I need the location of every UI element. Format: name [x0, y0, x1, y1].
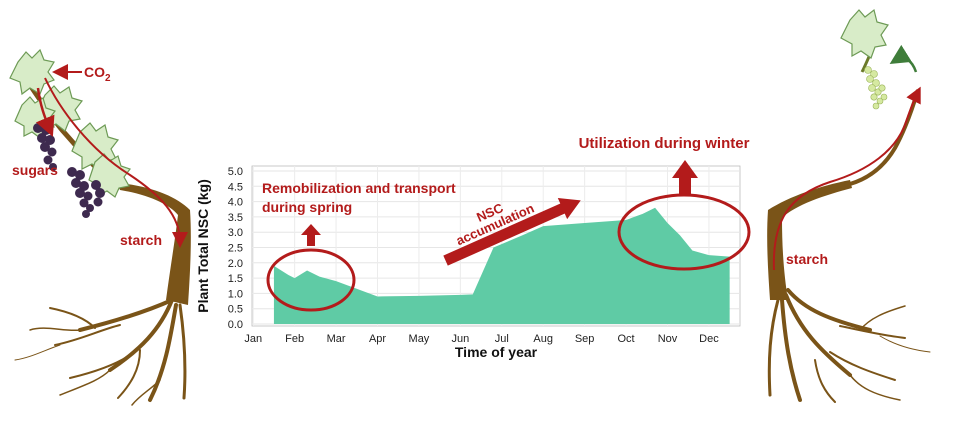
x-tick-label: Apr: [369, 333, 386, 345]
x-tick-label: Sep: [575, 333, 595, 345]
x-tick-label: Aug: [533, 333, 553, 345]
y-tick-label: 4.0: [228, 197, 243, 209]
remobilization-up-arrow: [301, 224, 321, 246]
y-axis-title: Plant Total NSC (kg): [195, 179, 211, 313]
x-tick-label: Oct: [618, 333, 635, 345]
right-vine-trunk: [767, 180, 852, 300]
right-shoot-growth-arrow: [889, 44, 918, 73]
winter-ellipse: [617, 193, 751, 271]
right-vine-young-grapes: [864, 66, 888, 110]
y-tick-label: 3.5: [228, 212, 243, 224]
x-tick-label: Mar: [327, 333, 346, 345]
nsc-area-series: [273, 207, 730, 324]
spring-ellipse: [266, 248, 356, 312]
left-vine-roots: [14, 298, 187, 406]
right-starch-flow-arrow: [772, 86, 921, 271]
nsc-chart: 0.0 0.5 1.0 1.5 2.0 2.5 3.0 3.5 4.0 4.5 5.0 Jan Feb…: [195, 165, 741, 360]
utilization-up-arrow: [672, 160, 698, 196]
right-starch-label: starch: [786, 251, 828, 267]
left-sugars-arrow: [35, 87, 55, 137]
left-grapevine-illustration: CO2 sugars starch: [9, 48, 191, 406]
y-axis-ticks: 0.0 0.5 1.0 1.5 2.0 2.5 3.0 3.5 4.0 4.5 5.0: [228, 166, 243, 331]
y-tick-label: 3.0: [228, 227, 243, 239]
x-tick-label: Jan: [244, 333, 262, 345]
y-tick-label: 0.0: [228, 319, 243, 331]
x-tick-label: May: [409, 333, 430, 345]
sugars-label: sugars: [12, 162, 58, 178]
y-tick-label: 0.5: [228, 304, 243, 316]
y-tick-label: 5.0: [228, 166, 243, 178]
x-tick-label: Jun: [451, 333, 469, 345]
accumulation-arrow-shaft: [443, 202, 567, 266]
x-tick-label: Nov: [658, 333, 678, 345]
x-tick-label: Feb: [285, 333, 304, 345]
x-tick-label: Jul: [495, 333, 509, 345]
y-tick-label: 1.0: [228, 288, 243, 300]
left-starch-label: starch: [120, 232, 162, 248]
y-tick-label: 2.5: [228, 243, 243, 255]
remobilization-label-line2: during spring: [262, 199, 352, 215]
co2-label: CO2: [84, 64, 111, 84]
y-tick-label: 1.5: [228, 273, 243, 285]
remobilization-label-line1: Remobilization and transport: [262, 180, 456, 196]
right-vine-roots: [767, 288, 931, 403]
left-sugar-flow-arrow: [44, 77, 188, 248]
accumulation-arrow-head: [557, 198, 581, 220]
x-tick-label: Dec: [699, 333, 719, 345]
utilization-label: Utilization during winter: [579, 135, 750, 152]
y-tick-label: 2.0: [228, 258, 243, 270]
right-grapevine-illustration: starch: [767, 8, 931, 403]
y-tick-label: 4.5: [228, 181, 243, 193]
x-axis-ticks: Jan Feb Mar Apr May Jun Jul Aug Sep Oct Nov Dec: [244, 333, 719, 345]
left-vine-trunk: [118, 183, 191, 305]
area-layer: [273, 207, 730, 324]
right-vine-cane: [849, 89, 920, 186]
x-axis-title: Time of year: [455, 344, 538, 360]
right-vine-leaf: [840, 8, 889, 59]
